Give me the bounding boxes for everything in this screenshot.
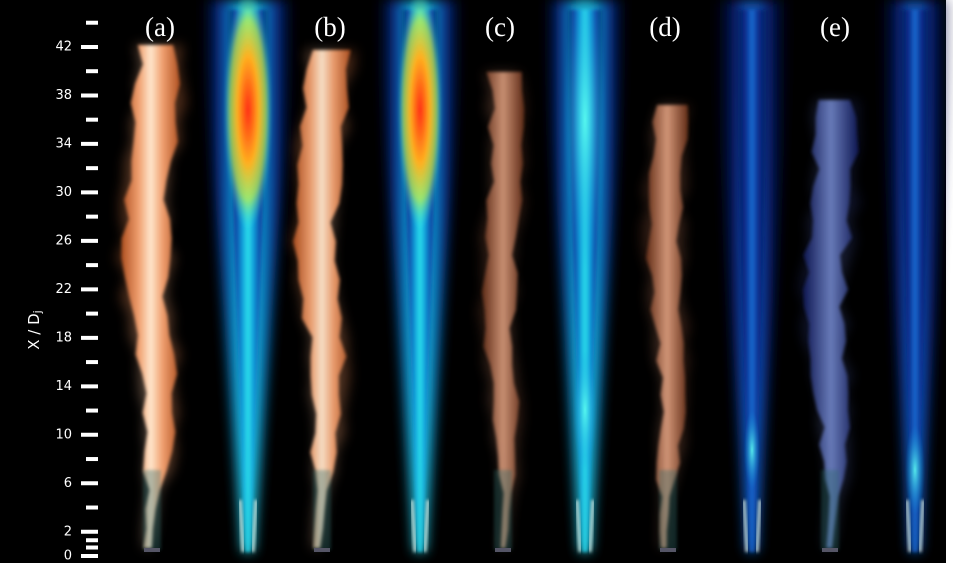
panel-label: (d) [649, 12, 680, 42]
tick-label: 30 [55, 185, 72, 200]
panel-label: (a) [145, 12, 175, 42]
tick-label: 26 [55, 233, 72, 248]
tick-label: 2 [64, 524, 72, 539]
tick-label: 38 [55, 88, 72, 103]
panel-label: (b) [314, 12, 345, 42]
tick-label: 18 [55, 330, 72, 345]
tick-label: 6 [64, 476, 72, 491]
nozzle [822, 548, 838, 552]
tick-label: 42 [55, 39, 72, 54]
axis-label-main: X / D [25, 313, 43, 349]
axis-label: X / Dj [25, 310, 45, 349]
flame-base [143, 470, 161, 550]
jet-hot-core [224, 0, 272, 230]
jet-bright [573, 350, 597, 470]
nozzle [314, 548, 330, 552]
flame-base [659, 470, 677, 550]
nozzle [144, 548, 160, 552]
jet-bright [744, 410, 760, 490]
nozzle [495, 548, 511, 552]
tick-label: 10 [55, 427, 72, 442]
tick-label: 14 [55, 379, 72, 394]
flame-base [821, 470, 839, 550]
tick-label: 0 [64, 549, 72, 563]
axis-label-sub: j [31, 310, 44, 314]
panel-label: (e) [820, 12, 850, 42]
figure: (a)(b)(c)(d)(e) X / Dj 02610141822263034… [0, 0, 953, 563]
flame-base [313, 470, 331, 550]
flame-base [494, 470, 512, 550]
tick-label: 34 [55, 136, 72, 151]
jet-hot-core [398, 0, 442, 230]
nozzle [660, 548, 676, 552]
tick-label: 22 [55, 282, 72, 297]
panel-label: (c) [485, 12, 515, 42]
